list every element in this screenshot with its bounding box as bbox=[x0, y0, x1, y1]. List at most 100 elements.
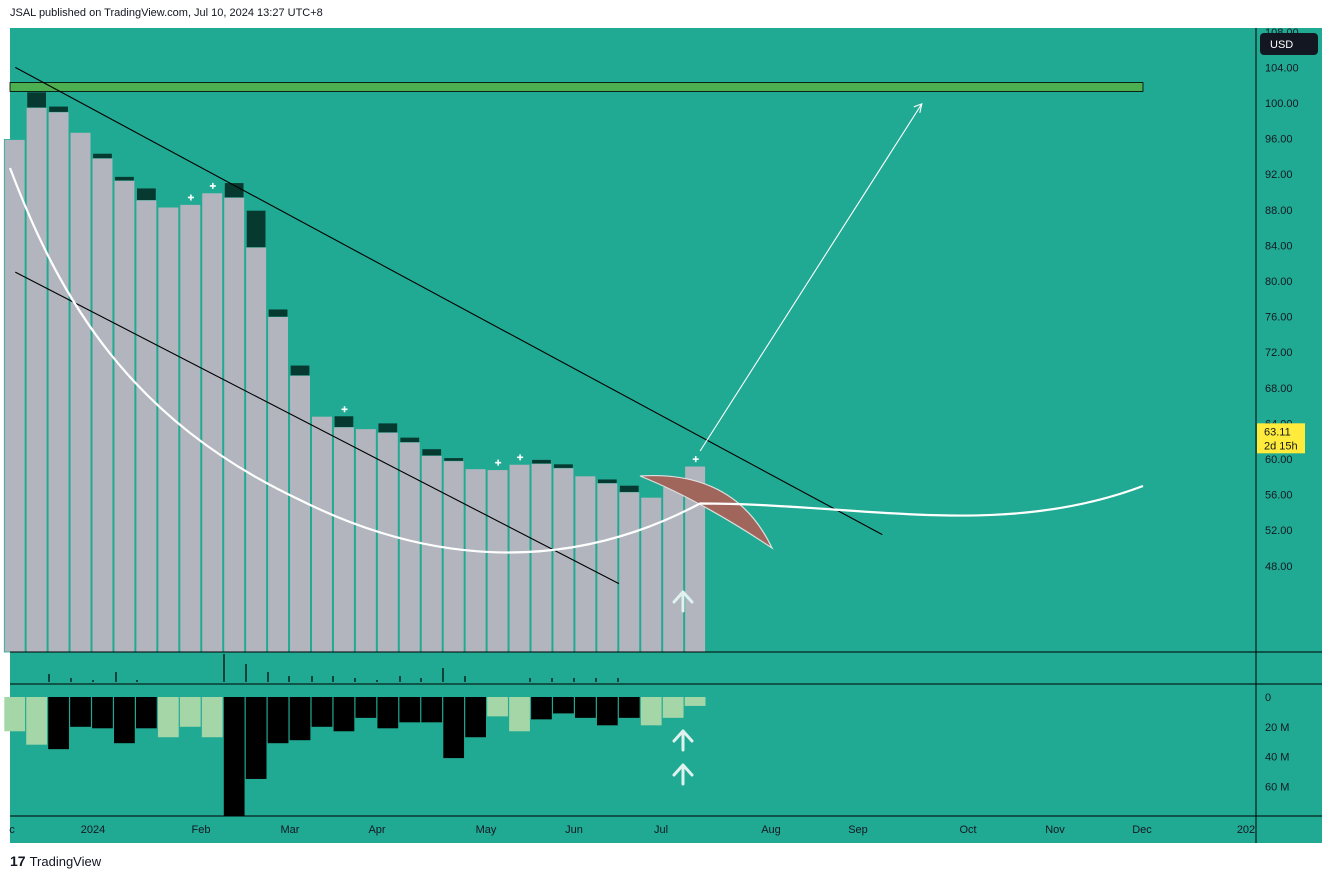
volume-bar[interactable] bbox=[487, 697, 508, 717]
plus-marker-icon bbox=[495, 459, 502, 466]
price-bar-top bbox=[224, 183, 244, 198]
price-bar[interactable] bbox=[91, 157, 114, 653]
volume-bar[interactable] bbox=[421, 697, 443, 723]
volume-bar[interactable] bbox=[48, 697, 69, 750]
volume-bar[interactable] bbox=[465, 697, 486, 738]
up-arrow-icon bbox=[672, 590, 694, 613]
price-bar[interactable] bbox=[69, 131, 92, 653]
price-bar-top bbox=[268, 309, 288, 317]
volume-bar[interactable] bbox=[311, 697, 333, 727]
volume-tick-label: 60 M bbox=[1265, 781, 1289, 793]
volume-bar[interactable] bbox=[267, 697, 289, 744]
volume-bar[interactable] bbox=[333, 697, 355, 732]
price-bar-top bbox=[597, 479, 617, 484]
price-bar[interactable] bbox=[245, 246, 267, 653]
curve-line[interactable] bbox=[8, 167, 1144, 554]
price-tick-label: 104.00 bbox=[1265, 62, 1299, 74]
volume-bar[interactable] bbox=[245, 697, 267, 779]
price-bar[interactable] bbox=[662, 486, 684, 653]
currency-badge[interactable] bbox=[1260, 33, 1318, 55]
price-bar[interactable] bbox=[377, 431, 399, 653]
tradingview-footer[interactable]: 17 TradingView bbox=[10, 852, 101, 870]
volume-bar[interactable] bbox=[136, 697, 157, 729]
price-bar-top bbox=[334, 416, 354, 427]
volume-bar[interactable] bbox=[377, 697, 399, 729]
time-tick-label: Oct bbox=[959, 824, 976, 836]
volume-bar[interactable] bbox=[114, 697, 135, 744]
price-bar-top bbox=[137, 188, 156, 201]
price-bar[interactable] bbox=[47, 111, 70, 653]
price-bar[interactable] bbox=[530, 463, 553, 653]
price-bar[interactable] bbox=[464, 468, 487, 653]
volume-bar[interactable] bbox=[4, 697, 26, 732]
price-bar[interactable] bbox=[420, 455, 443, 653]
volume-bar[interactable] bbox=[223, 697, 245, 816]
price-bar[interactable] bbox=[25, 107, 48, 653]
price-bar[interactable] bbox=[442, 460, 465, 653]
volume-bar[interactable] bbox=[618, 697, 640, 718]
time-tick-label: 202 bbox=[1237, 824, 1255, 836]
volume-bar[interactable] bbox=[201, 697, 223, 738]
price-bar[interactable] bbox=[311, 415, 333, 653]
price-tick-label: 84.00 bbox=[1265, 240, 1293, 252]
resistance-zone[interactable] bbox=[9, 82, 1144, 92]
price-bar-top bbox=[619, 485, 639, 492]
volume-bar[interactable] bbox=[157, 697, 179, 738]
price-bar-top bbox=[290, 365, 310, 376]
volume-bar[interactable] bbox=[179, 697, 201, 727]
volume-bar[interactable] bbox=[26, 697, 47, 745]
last-price-label-bg bbox=[1257, 423, 1305, 454]
price-tick-label: 52.00 bbox=[1265, 525, 1293, 537]
time-tick-label: 2024 bbox=[81, 824, 105, 836]
price-bar[interactable] bbox=[552, 467, 575, 653]
time-tick-label: Aug bbox=[761, 824, 781, 836]
upper-trendline[interactable] bbox=[15, 66, 883, 536]
projection-arrow[interactable] bbox=[699, 103, 923, 452]
volume-bar[interactable] bbox=[399, 697, 421, 723]
price-bar[interactable] bbox=[223, 196, 245, 653]
tradingview-brand: TradingView bbox=[29, 853, 102, 869]
volume-bar[interactable] bbox=[553, 697, 574, 714]
lower-trendline[interactable] bbox=[15, 271, 620, 585]
price-bar-top bbox=[554, 464, 573, 468]
price-bar-top bbox=[422, 449, 442, 456]
volume-bar[interactable] bbox=[596, 697, 618, 726]
volume-bar[interactable] bbox=[443, 697, 465, 759]
volume-bar[interactable] bbox=[684, 697, 706, 706]
arc-shape[interactable] bbox=[639, 474, 774, 550]
price-bar[interactable] bbox=[640, 496, 662, 653]
price-bar[interactable] bbox=[157, 206, 180, 653]
time-tick-label: Jun bbox=[565, 824, 583, 836]
price-bar[interactable] bbox=[113, 180, 136, 653]
price-bar[interactable] bbox=[333, 426, 355, 653]
time-tick-label: Mar bbox=[281, 824, 300, 836]
price-bar[interactable] bbox=[486, 469, 509, 653]
price-bar[interactable] bbox=[596, 482, 619, 653]
price-bar-top bbox=[444, 458, 464, 461]
volume-bar[interactable] bbox=[531, 697, 552, 720]
price-bar[interactable] bbox=[398, 441, 421, 653]
price-bar[interactable] bbox=[135, 199, 158, 653]
price-bar-top bbox=[532, 459, 551, 464]
price-tick-label: 76.00 bbox=[1265, 312, 1293, 324]
price-bar[interactable] bbox=[574, 475, 597, 653]
volume-bar[interactable] bbox=[662, 697, 684, 718]
time-tick-label: May bbox=[476, 824, 497, 836]
volume-bar[interactable] bbox=[509, 697, 530, 732]
volume-bar[interactable] bbox=[289, 697, 311, 741]
price-bar[interactable] bbox=[355, 428, 377, 653]
plus-marker-icon bbox=[692, 456, 699, 463]
price-tick-label: 100.00 bbox=[1265, 98, 1299, 110]
volume-bar[interactable] bbox=[92, 697, 113, 729]
price-bar[interactable] bbox=[289, 374, 311, 653]
volume-bar[interactable] bbox=[355, 697, 377, 718]
price-bar[interactable] bbox=[618, 491, 641, 653]
volume-bar[interactable] bbox=[70, 697, 91, 727]
price-bar[interactable] bbox=[3, 139, 26, 653]
bar-countdown-label: 2d 15h bbox=[1264, 440, 1298, 452]
price-bar[interactable] bbox=[508, 463, 531, 653]
price-bar[interactable] bbox=[201, 192, 224, 653]
volume-bar[interactable] bbox=[575, 697, 596, 718]
volume-bar[interactable] bbox=[640, 697, 662, 726]
